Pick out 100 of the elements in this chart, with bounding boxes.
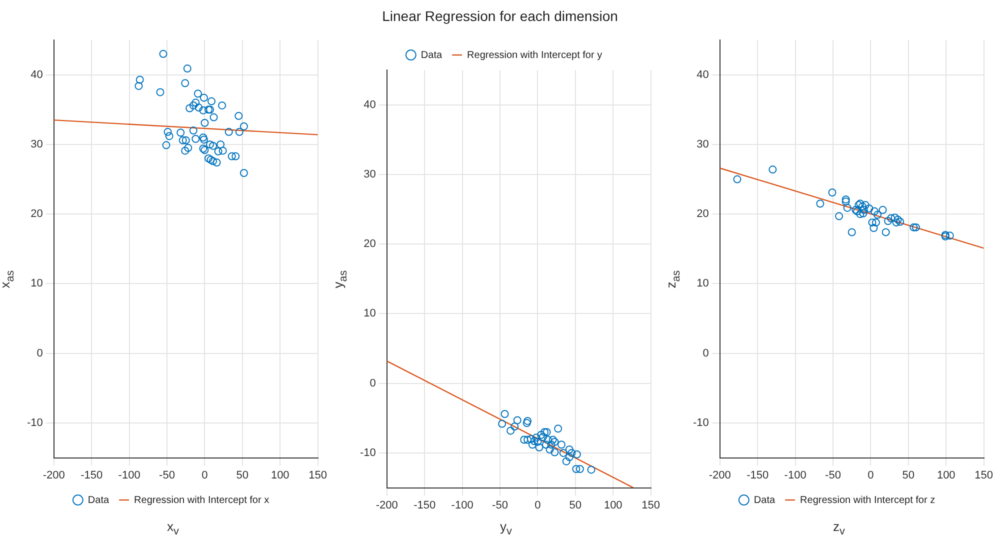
point bbox=[498, 420, 506, 428]
point bbox=[200, 118, 209, 127]
point bbox=[542, 428, 551, 436]
x-tick-label: 50 bbox=[236, 469, 249, 482]
x-tick-label: -50 bbox=[159, 469, 175, 482]
point bbox=[544, 436, 552, 444]
x-tick-label: 150 bbox=[974, 469, 994, 482]
point bbox=[194, 90, 202, 98]
x-tick-label: -50 bbox=[825, 469, 841, 482]
point bbox=[200, 136, 208, 144]
point bbox=[865, 204, 874, 213]
point bbox=[572, 465, 580, 473]
point bbox=[513, 416, 522, 424]
point bbox=[868, 218, 876, 226]
x-tick-label: 0 bbox=[534, 499, 541, 512]
point bbox=[912, 223, 920, 232]
point bbox=[859, 209, 868, 218]
point bbox=[240, 169, 248, 177]
point bbox=[733, 175, 742, 184]
point bbox=[878, 206, 887, 214]
y-tick-label: 30 bbox=[30, 138, 43, 150]
point bbox=[768, 166, 777, 174]
point bbox=[860, 206, 868, 214]
x-tick-label: -150 bbox=[746, 469, 769, 482]
x-tick-label: 150 bbox=[308, 469, 328, 482]
point bbox=[240, 122, 248, 130]
point bbox=[910, 223, 918, 232]
point bbox=[550, 438, 559, 446]
point bbox=[214, 147, 222, 156]
x-tick-label: -200 bbox=[42, 469, 65, 482]
point bbox=[234, 112, 243, 120]
y-tick-label: 10 bbox=[696, 278, 709, 290]
point bbox=[568, 448, 576, 457]
point bbox=[547, 440, 556, 449]
point bbox=[165, 132, 174, 140]
y-tick-label: 10 bbox=[30, 278, 43, 290]
x-tick-label: -150 bbox=[414, 499, 436, 512]
point bbox=[538, 432, 547, 441]
point bbox=[218, 146, 227, 155]
x-axis-title: z$_{v}$ bbox=[832, 519, 846, 538]
point bbox=[874, 210, 882, 219]
y-tick-label: 20 bbox=[30, 208, 43, 220]
point bbox=[176, 128, 185, 137]
point bbox=[210, 113, 218, 122]
point bbox=[232, 152, 240, 160]
point bbox=[216, 140, 225, 148]
point bbox=[524, 416, 532, 425]
y-tick-label: 40 bbox=[30, 68, 43, 81]
point bbox=[542, 440, 550, 449]
point bbox=[535, 443, 544, 452]
point bbox=[557, 440, 566, 449]
point bbox=[894, 216, 902, 224]
legend-label: Regression with Intercept for x bbox=[134, 494, 270, 506]
point bbox=[861, 201, 870, 210]
y-tick-label: 20 bbox=[696, 208, 709, 220]
point bbox=[858, 202, 866, 210]
point bbox=[136, 76, 144, 84]
point bbox=[209, 142, 218, 150]
point bbox=[872, 218, 880, 226]
point bbox=[218, 101, 226, 110]
point bbox=[199, 133, 208, 142]
point bbox=[189, 101, 198, 110]
point bbox=[576, 465, 584, 473]
point bbox=[206, 156, 215, 164]
x-tick-label: -100 bbox=[451, 499, 474, 512]
point bbox=[946, 232, 954, 240]
point bbox=[200, 94, 208, 102]
legend-label: Data bbox=[754, 494, 776, 506]
legend-label: Data bbox=[420, 50, 442, 61]
point bbox=[554, 424, 562, 433]
point bbox=[212, 158, 221, 167]
point bbox=[500, 410, 509, 418]
x-tick-label: -150 bbox=[80, 469, 103, 482]
x-tick-label: 0 bbox=[868, 469, 874, 482]
x-tick-label: -50 bbox=[492, 499, 508, 512]
point bbox=[887, 214, 896, 222]
point bbox=[842, 198, 850, 206]
point bbox=[843, 204, 852, 212]
point bbox=[530, 437, 538, 446]
x-tick-label: 100 bbox=[270, 469, 290, 482]
legend-label: Data bbox=[88, 494, 110, 506]
chart-title: Linear Regression for each dimension bbox=[381, 8, 619, 24]
point bbox=[550, 448, 559, 456]
point bbox=[572, 450, 581, 458]
point bbox=[884, 217, 892, 226]
point bbox=[848, 228, 856, 236]
point bbox=[534, 438, 542, 446]
point bbox=[524, 436, 532, 444]
y-tick-label: 0 bbox=[702, 347, 709, 360]
y-tick-label: 30 bbox=[696, 138, 709, 150]
point bbox=[562, 457, 570, 466]
y-tick-label: 40 bbox=[364, 98, 376, 111]
y-tick-label: 30 bbox=[364, 168, 376, 180]
point bbox=[235, 128, 244, 136]
point bbox=[828, 188, 836, 196]
x-tick-label: 100 bbox=[936, 469, 956, 482]
point bbox=[835, 212, 844, 220]
y-tick-label: 10 bbox=[364, 308, 376, 320]
point bbox=[526, 435, 535, 444]
point bbox=[186, 104, 194, 112]
